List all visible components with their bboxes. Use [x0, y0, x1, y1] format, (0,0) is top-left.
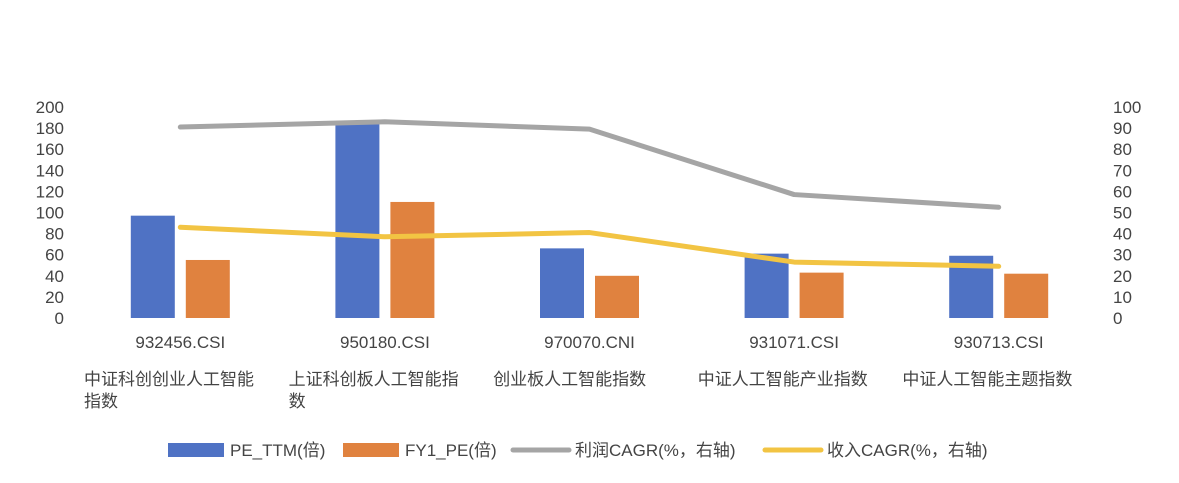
- legend-label: FY1_PE(倍): [405, 441, 497, 460]
- x-tick-name: 指数: [84, 392, 118, 411]
- left-y-tick-label: 200: [36, 98, 64, 117]
- x-tick-code: 931071.CSI: [749, 333, 839, 352]
- bar-fy1-pe: [390, 201, 435, 318]
- bar-fy1-pe: [185, 259, 230, 318]
- right-y-tick-label: 10: [1113, 288, 1132, 307]
- left-y-tick-label: 120: [36, 182, 64, 201]
- x-tick-code: 930713.CSI: [954, 333, 1044, 352]
- left-y-tick-label: 160: [36, 140, 64, 159]
- right-y-axis: 0 10 20 30 40 50 60 70 80 90 100: [1113, 98, 1141, 328]
- bar-fy1-pe: [1004, 273, 1049, 318]
- legend-label: 收入CAGR(%，右轴): [827, 441, 988, 460]
- plot-area: [130, 119, 1049, 319]
- legend-label: PE_TTM(倍): [230, 441, 325, 460]
- legend-label: 利润CAGR(%，右轴): [575, 441, 736, 460]
- right-y-tick-label: 0: [1113, 309, 1122, 328]
- left-y-tick-label: 40: [45, 267, 64, 286]
- right-y-tick-label: 50: [1113, 204, 1132, 223]
- right-y-tick-label: 60: [1113, 182, 1132, 201]
- x-tick-code: 970070.CNI: [544, 333, 635, 352]
- x-tick-name: 中证人工智能产业指数: [698, 370, 868, 389]
- legend-swatch: [168, 443, 224, 457]
- left-y-tick-label: 180: [36, 119, 64, 138]
- right-y-tick-label: 80: [1113, 140, 1132, 159]
- line-profit-cagr: [177, 119, 1002, 210]
- x-tick-name: 上证科创板人工智能指: [289, 370, 459, 389]
- left-y-tick-label: 140: [36, 161, 64, 180]
- x-tick-name: 中证人工智能主题指数: [902, 370, 1072, 389]
- left-y-tick-label: 60: [45, 246, 64, 265]
- right-y-tick-label: 40: [1113, 225, 1132, 244]
- x-tick-name: 创业板人工智能指数: [493, 370, 646, 389]
- left-y-tick-label: 80: [45, 225, 64, 244]
- bar-pe-ttm: [540, 248, 584, 318]
- bar-pe-ttm: [130, 215, 175, 318]
- x-tick-name: 数: [289, 392, 306, 411]
- right-y-tick-label: 70: [1113, 161, 1132, 180]
- right-y-tick-label: 20: [1113, 267, 1132, 286]
- right-y-tick-label: 100: [1113, 98, 1141, 117]
- legend-swatch: [343, 443, 399, 457]
- bar-fy1-pe: [799, 272, 844, 318]
- bar-pe-ttm: [744, 253, 789, 318]
- x-tick-code: 932456.CSI: [135, 333, 225, 352]
- right-y-tick-label: 90: [1113, 119, 1132, 138]
- left-y-tick-label: 20: [45, 288, 64, 307]
- left-y-tick-label: 0: [55, 309, 64, 328]
- bar-fy1-pe: [595, 275, 639, 318]
- left-y-axis: 0 20 40 60 80 100 120 140 160 180 200: [36, 98, 64, 328]
- legend: PE_TTM(倍) FY1_PE(倍) 利润CAGR(%，右轴) 收入CAGR(%，右…: [168, 441, 988, 460]
- bar-pe-ttm: [335, 121, 380, 319]
- x-tick-name: 中证科创创业人工智能: [84, 370, 254, 389]
- right-y-tick-label: 30: [1113, 246, 1132, 265]
- x-tick-code: 950180.CSI: [340, 333, 430, 352]
- left-y-tick-label: 100: [36, 204, 64, 223]
- line-revenue-cagr: [177, 224, 1002, 269]
